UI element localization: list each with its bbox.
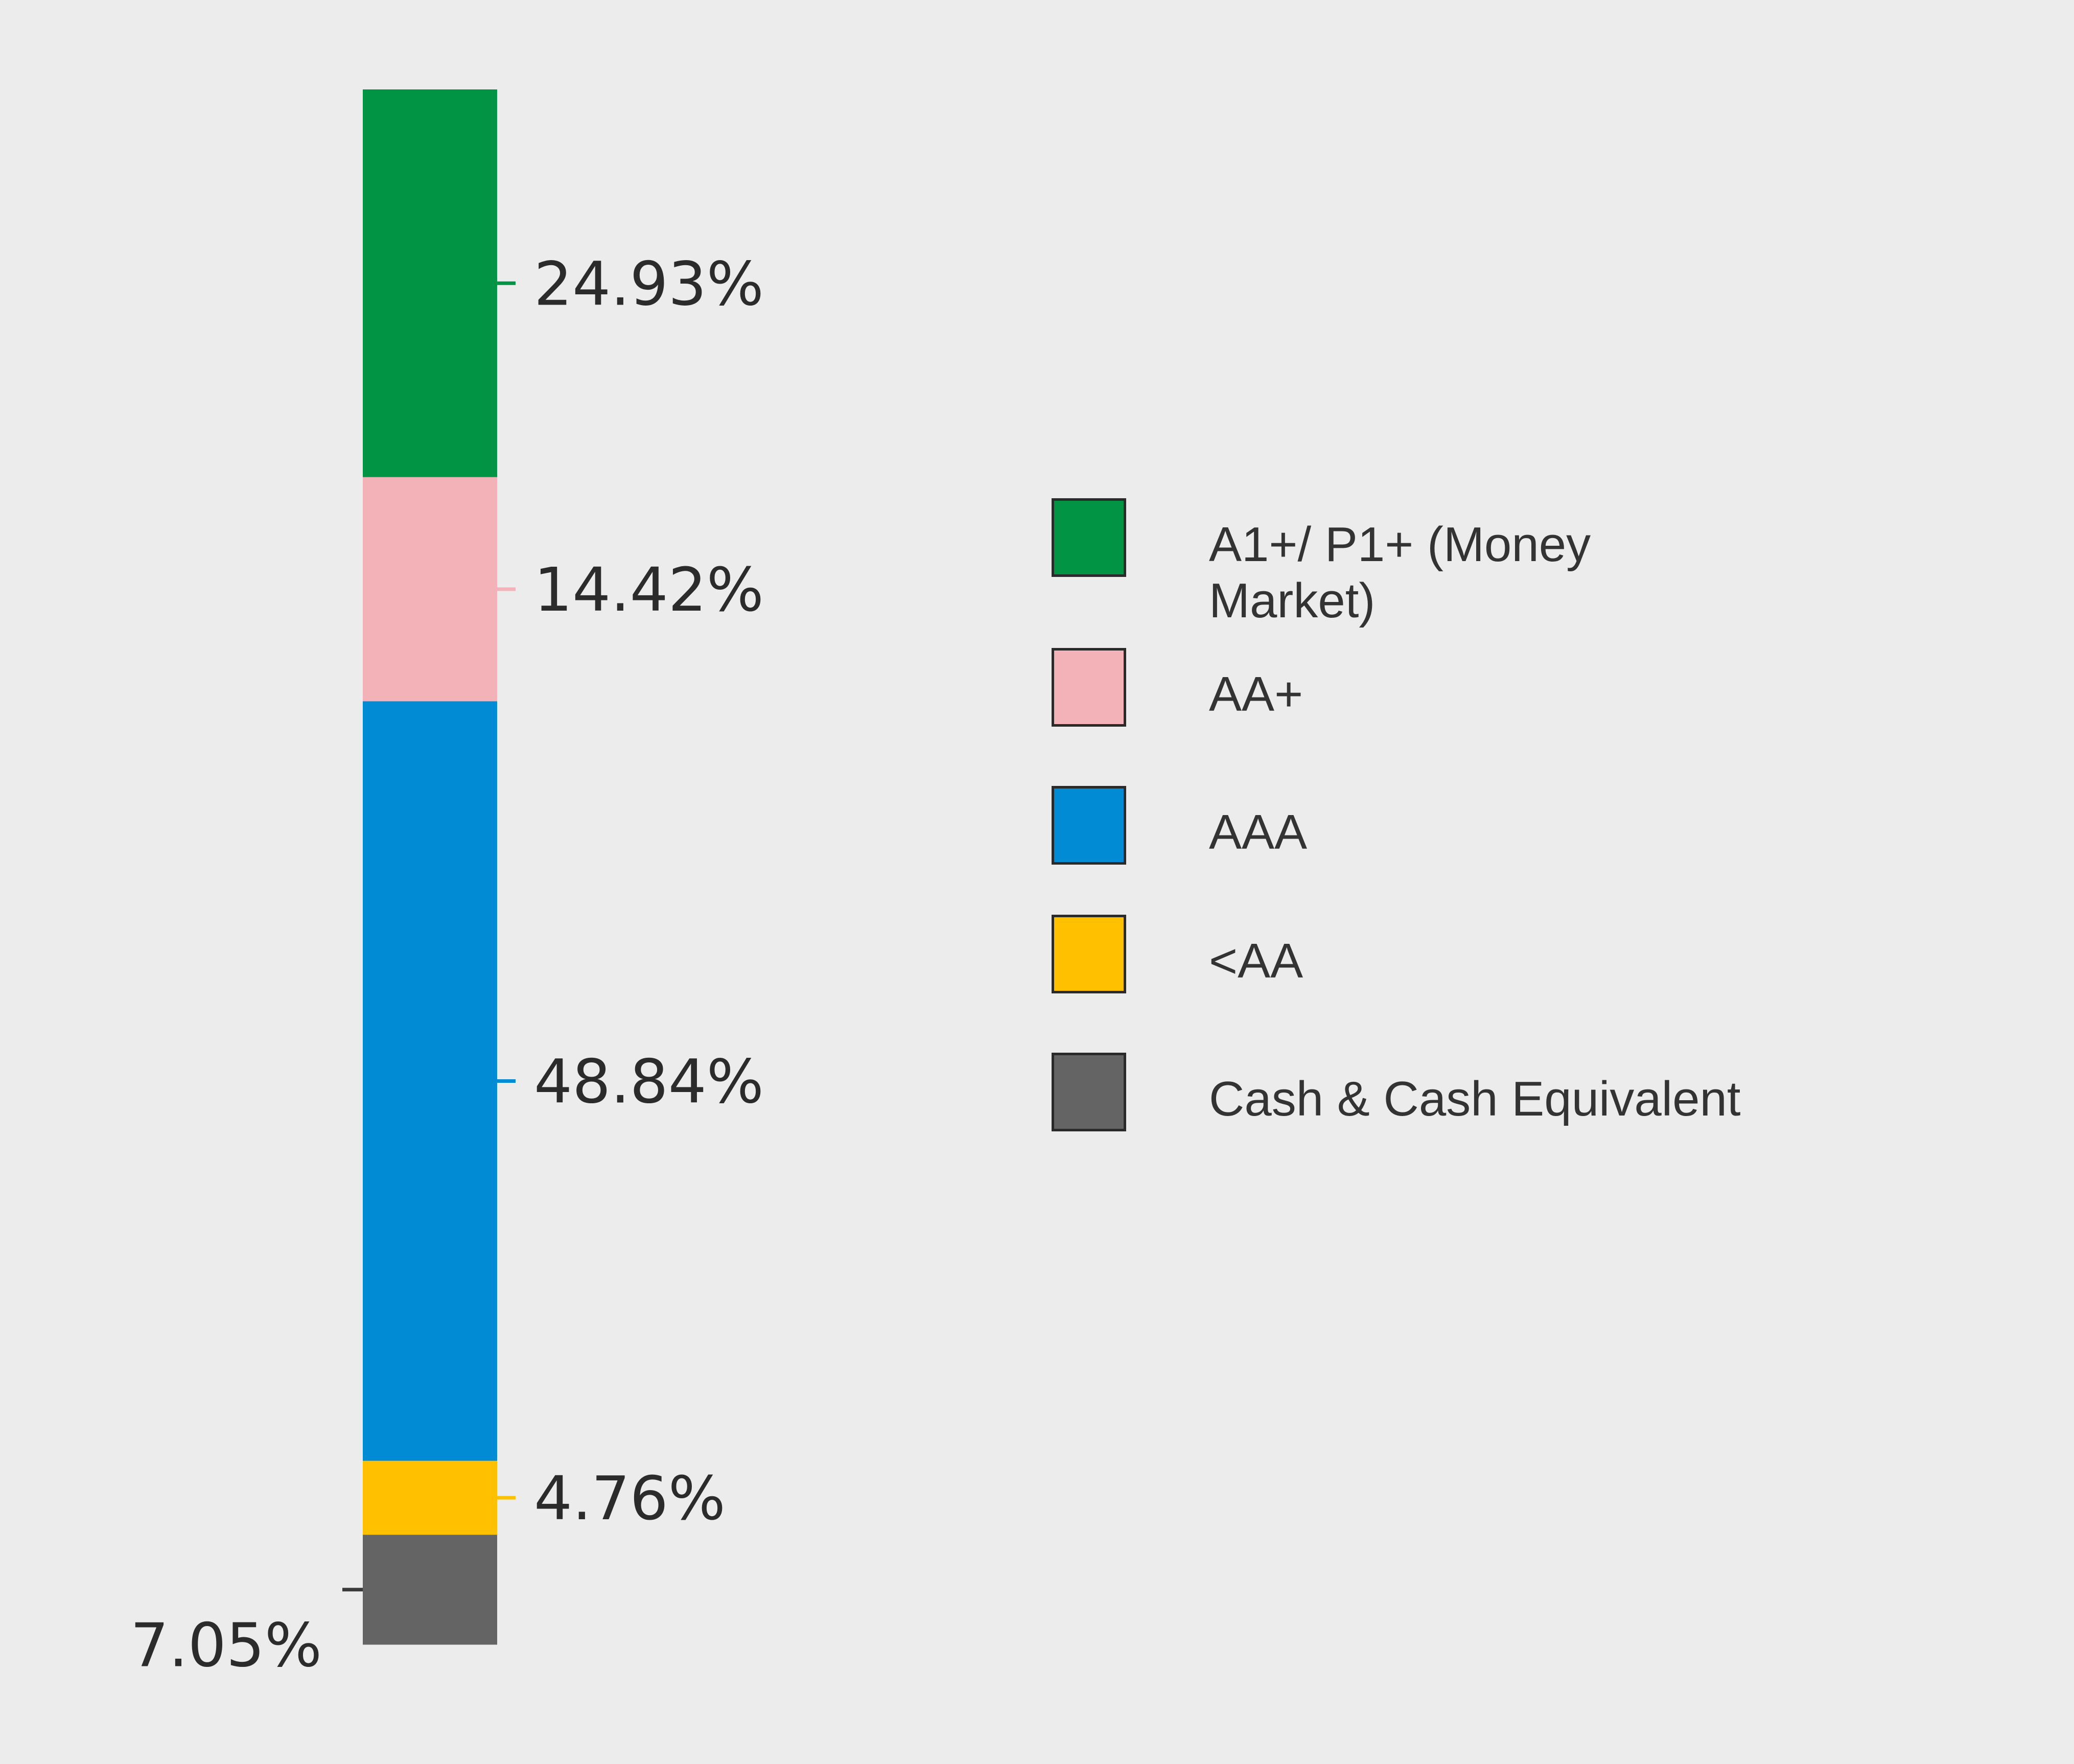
legend-swatch-a1-p1-money-market [1052,498,1126,577]
legend-label-line: Market) [1209,573,1376,628]
legend-swatch-cash-equivalent [1052,1053,1126,1131]
legend-label-aaa: AAA [1209,805,1308,860]
legend-label-line: A1+/ P1+ (Money [1209,517,1591,572]
value-label-a1-p1-money-market: 24.93% [534,248,764,319]
legend-item-below-aa: <AA [1052,915,2022,996]
legend-item-aaa: AAA [1052,786,2022,868]
value-label-cash-cash-equivalent: 7.05% [130,1610,322,1681]
legend-swatch-aa-plus [1052,648,1126,727]
bar-segment-cash-cash-equivalent [363,1535,497,1645]
leader-lines [342,281,516,1592]
bar-segment-aa [363,1460,497,1535]
bar-segment-aa [363,477,497,702]
value-labels: 24.93% 14.42% 48.84% 4.76% 7.05% [130,248,764,1680]
value-label-aa: 4.76% [534,1463,726,1534]
legend-item-aa-plus: AA+ [1052,648,2022,730]
legend-item-cash-equivalent: Cash & Cash Equivalent [1052,1053,2022,1134]
legend-label-aa-plus: AA+ [1209,667,1303,722]
legend-label-cash-equivalent: Cash & Cash Equivalent [1209,1072,1741,1126]
legend-swatch-aaa [1052,786,1126,865]
value-label-aa: 14.42% [534,554,764,625]
legend-label-a1-p1-money-market: A1+/ P1+ (Money Market) [1209,517,1745,629]
bar-segment-a1-p1-money-market [363,89,497,478]
legend-item-a1-p1-money-market: A1+/ P1+ (Money Market) [1052,498,2022,628]
value-label-aaa: 48.84% [534,1047,764,1117]
bar-segments [363,89,497,1645]
bar-segment-aaa [363,701,497,1461]
legend-swatch-below-aa [1052,915,1126,993]
legend-label-below-aa: <AA [1209,934,1303,988]
